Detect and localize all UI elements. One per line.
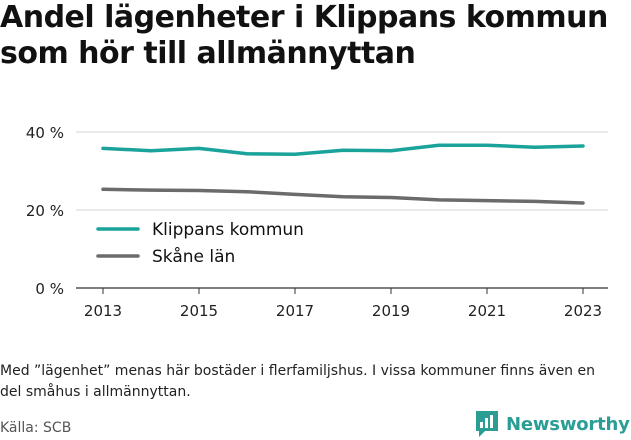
chart-note: Med ”lägenhet” menas här bostäder i fler… <box>0 363 595 400</box>
axis-layer: 0 % 20 % 40 % 2013 2015 2017 2019 2021 2023 <box>26 124 602 320</box>
newsworthy-logo-icon <box>476 411 498 437</box>
y-tick-label: 20 % <box>26 202 64 220</box>
x-tick-label: 2013 <box>84 302 122 320</box>
x-tick-label: 2023 <box>564 302 602 320</box>
y-tick-label: 40 % <box>26 124 64 142</box>
x-tick-label: 2019 <box>372 302 410 320</box>
chart-legend: Klippans kommun Skåne län <box>96 220 304 267</box>
series-layer <box>101 143 585 205</box>
line-chart: 0 % 20 % 40 % 2013 2015 2017 2019 2021 2023 Klip… <box>26 124 608 320</box>
legend-label: Skåne län <box>152 246 235 267</box>
x-tick-label: 2021 <box>468 302 506 320</box>
grid-layer <box>76 131 608 289</box>
legend-label: Klippans kommun <box>152 220 304 240</box>
chart-title: Andel lägenheter i Klippans kommun som h… <box>0 0 631 72</box>
y-tick-label: 0 % <box>35 280 64 298</box>
chart-title-line-2: som hör till allmännyttan <box>0 36 416 71</box>
newsworthy-brand: Newsworthy <box>474 408 630 440</box>
series-line-1 <box>101 143 585 156</box>
x-tick-label: 2017 <box>276 302 314 320</box>
series-line-2 <box>101 187 585 205</box>
x-tick-label: 2015 <box>180 302 218 320</box>
chart-source: Källa: SCB <box>0 420 72 436</box>
chart-title-line-1: Andel lägenheter i Klippans kommun <box>0 0 608 35</box>
brand-name: Newsworthy <box>506 413 630 435</box>
